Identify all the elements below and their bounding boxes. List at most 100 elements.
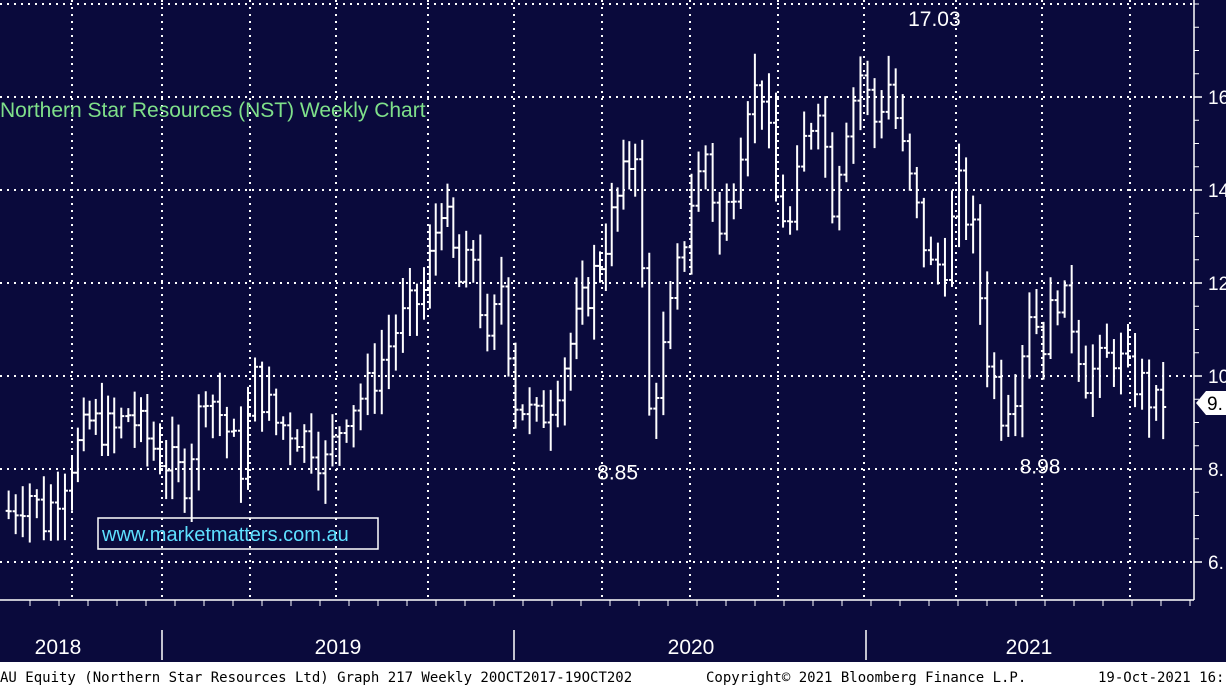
ohlc-bar: [432, 203, 439, 276]
ohlc-bar: [364, 353, 371, 416]
x-axis-labels: 2018 2019 2020 2021: [29, 600, 1191, 660]
ohlc-bar: [1110, 339, 1117, 387]
ohlc-bar: [301, 424, 308, 463]
ohlc-bar: [829, 132, 836, 224]
ohlc-bar: [169, 416, 176, 500]
ohlc-bar: [150, 421, 157, 461]
ohlc-bar: [181, 448, 188, 513]
ohlc-bar: [1012, 374, 1019, 437]
ohlc-bar: [878, 90, 885, 139]
ohlc-bar: [561, 357, 568, 426]
ohlc-bar: [118, 407, 125, 439]
ohlc-bar: [519, 404, 526, 421]
ohlc-bar: [1160, 361, 1167, 440]
ohlc-bar: [913, 166, 920, 219]
ohlc-bar: [209, 394, 216, 439]
ohlc-bar: [399, 278, 406, 353]
y-tick-label: 8.: [1208, 460, 1224, 481]
ohlc-bar: [406, 268, 413, 336]
ohlc-bar: [899, 94, 906, 152]
ohlc-bar: [125, 408, 132, 423]
ohlc-bar: [343, 419, 350, 443]
ohlc-bar: [1047, 277, 1054, 359]
ohlc-bar: [547, 389, 554, 451]
footer-bar: [0, 662, 1226, 690]
ohlc-bar: [237, 406, 244, 503]
ohlc-bar: [266, 366, 273, 421]
ohlc-bar: [216, 372, 223, 437]
ohlc-bar: [573, 277, 580, 360]
ohlc-bar: [585, 277, 592, 317]
ohlc-bar: [1019, 344, 1026, 438]
ohlc-bar: [737, 137, 744, 210]
ohlc-bar: [567, 332, 574, 391]
ohlc-bar: [602, 223, 609, 292]
ohlc-bar: [5, 490, 12, 520]
ohlc-bar: [632, 143, 639, 197]
ohlc-bar: [144, 393, 151, 467]
y-axis-tick-labels: 16 14 12 10 8. 6.: [1208, 88, 1226, 574]
ohlc-bar: [579, 260, 586, 325]
ohlc-bar: [885, 55, 892, 120]
ohlc-bar: [949, 190, 955, 287]
ohlc-bar: [80, 397, 87, 452]
ohlc-bar: [371, 343, 378, 414]
ohlc-bar: [1075, 319, 1082, 382]
ohlc-bar: [780, 174, 787, 228]
ohlc-bar: [991, 352, 998, 400]
watermark-text: www.marketmatters.com.au: [101, 524, 349, 546]
ohlc-bar: [252, 357, 259, 422]
ohlc-bar: [308, 413, 315, 474]
ohlc-bar: [1082, 345, 1089, 399]
ohlc-bar: [105, 395, 112, 456]
ohlc-bar: [963, 157, 970, 241]
ohlc-bar: [927, 236, 934, 266]
ohlc-bar: [653, 382, 660, 439]
ohlc-bar: [188, 443, 195, 523]
y-tick-label: 14: [1208, 181, 1226, 202]
ohlc-bar: [329, 414, 336, 467]
x-axis-label: 2019: [315, 636, 362, 659]
ohlc-bar: [512, 342, 519, 429]
chart-title: Northern Star Resources (NST) Weekly Cha…: [0, 99, 426, 122]
ohlc-bar: [608, 182, 615, 267]
ohlc-bar: [202, 391, 209, 428]
y-tick-label: 12: [1208, 274, 1226, 295]
ohlc-bar: [751, 53, 758, 144]
price-annotation: 8.98: [1020, 455, 1061, 478]
y-tick-label: 16: [1208, 88, 1226, 109]
ohlc-bar: [69, 456, 75, 511]
ohlc-bar: [54, 471, 61, 541]
ohlc-bar: [815, 103, 822, 150]
footer-copyright: Copyright© 2021 Bloomberg Finance L.P.: [706, 670, 1026, 686]
ohlc-bar: [322, 440, 329, 504]
ohlc-bar: [843, 122, 850, 183]
ohlc-bar: [758, 80, 765, 130]
price-annotation: 17.03: [908, 8, 961, 31]
ohlc-bar: [350, 405, 357, 448]
footer-security-info: AU Equity (Northern Star Resources Ltd) …: [0, 670, 632, 686]
ohlc-bar: [526, 387, 533, 435]
ohlc-bar: [195, 394, 202, 491]
ohlc-bar: [421, 267, 427, 320]
ohlc-bar: [19, 486, 26, 538]
ohlc-bar: [86, 400, 93, 430]
ohlc-bar: [906, 133, 913, 191]
last-price-label: 9.: [1207, 394, 1223, 415]
ohlc-bar: [1026, 292, 1033, 379]
ohlc-bar: [597, 251, 603, 283]
ohlc-bar: [163, 440, 170, 500]
ohlc-bar: [970, 195, 977, 254]
ohlc-bar: [892, 68, 899, 129]
ohlc-bar: [175, 424, 182, 483]
ohlc-bar: [871, 78, 878, 149]
ohlc-bar: [773, 92, 779, 202]
ohlc-bar: [956, 143, 963, 248]
ohlc-bar: [444, 183, 451, 228]
ohlc-bar: [413, 283, 420, 336]
ohlc-bar: [505, 277, 512, 377]
ohlc-bar: [681, 241, 688, 272]
ohlc-bar: [1103, 323, 1110, 358]
ohlc-bar: [477, 234, 484, 329]
y-tick-label: 6.: [1208, 553, 1224, 574]
